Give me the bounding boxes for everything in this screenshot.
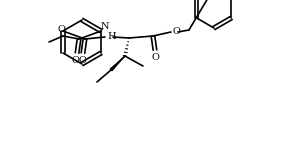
Text: O: O [151,53,159,62]
Text: O: O [57,25,65,34]
Text: O: O [78,56,86,65]
Polygon shape [110,56,125,71]
Text: O: O [71,56,79,65]
Text: N: N [101,22,109,31]
Text: H: H [107,32,115,41]
Text: O: O [173,27,181,36]
